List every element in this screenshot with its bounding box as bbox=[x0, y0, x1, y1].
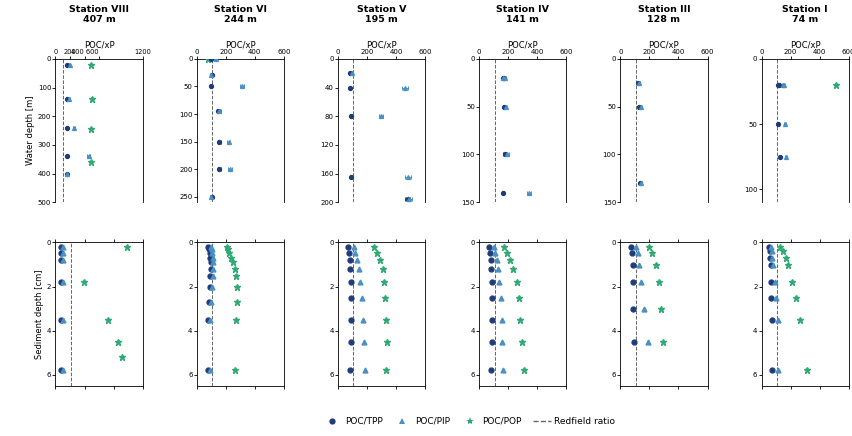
X-axis label: POC/xP: POC/xP bbox=[648, 40, 678, 49]
X-axis label: POC/xP: POC/xP bbox=[507, 40, 538, 49]
Title: Station VIII
407 m: Station VIII 407 m bbox=[69, 5, 129, 24]
Y-axis label: Water depth [m]: Water depth [m] bbox=[26, 96, 35, 165]
Title: Station IV
141 m: Station IV 141 m bbox=[496, 5, 549, 24]
X-axis label: POC/xP: POC/xP bbox=[366, 40, 396, 49]
Y-axis label: Sediment depth [cm]: Sediment depth [cm] bbox=[35, 269, 44, 359]
Legend: POC/TPP, POC/PIP, POC/POP, Redfield ratio: POC/TPP, POC/PIP, POC/POP, Redfield rati… bbox=[319, 413, 619, 429]
X-axis label: POC/xP: POC/xP bbox=[83, 40, 114, 49]
Title: Station VI
244 m: Station VI 244 m bbox=[214, 5, 267, 24]
Title: Station III
128 m: Station III 128 m bbox=[636, 5, 689, 24]
X-axis label: POC/xP: POC/xP bbox=[789, 40, 820, 49]
X-axis label: POC/xP: POC/xP bbox=[225, 40, 256, 49]
Title: Station V
195 m: Station V 195 m bbox=[356, 5, 406, 24]
Title: Station I
74 m: Station I 74 m bbox=[781, 5, 827, 24]
